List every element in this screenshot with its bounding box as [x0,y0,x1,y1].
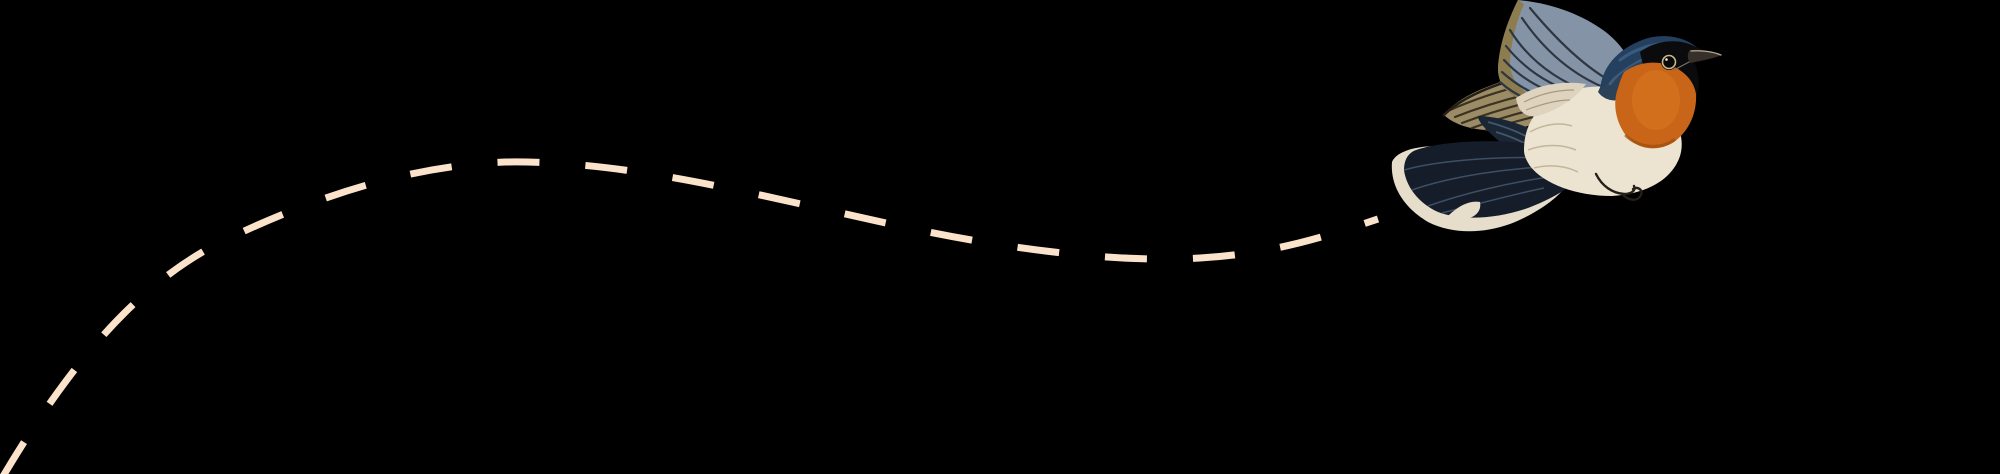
bird-feet [1594,172,1643,201]
flight-path-dashed-line [0,158,1380,474]
swallow-bird-illustration [1391,0,1722,232]
belly-streaks [1527,123,1579,173]
bird-throat-patch [1615,62,1697,149]
bird-beak [1673,49,1722,71]
scapular-streaks [1523,89,1575,111]
bird-scapulars [1516,82,1586,117]
bird-head [1600,36,1722,149]
tail-white-notch [1448,201,1481,220]
bird-eye [1661,54,1677,70]
